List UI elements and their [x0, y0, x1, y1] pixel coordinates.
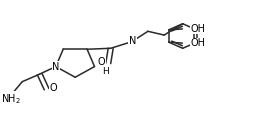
Text: NH$_2$: NH$_2$	[1, 92, 21, 106]
Text: H: H	[102, 67, 109, 76]
Text: O: O	[98, 58, 105, 68]
Text: OH: OH	[190, 38, 205, 48]
Text: OH: OH	[190, 23, 205, 34]
Text: O: O	[50, 83, 57, 93]
Text: N: N	[52, 62, 59, 72]
Text: N: N	[129, 36, 136, 46]
